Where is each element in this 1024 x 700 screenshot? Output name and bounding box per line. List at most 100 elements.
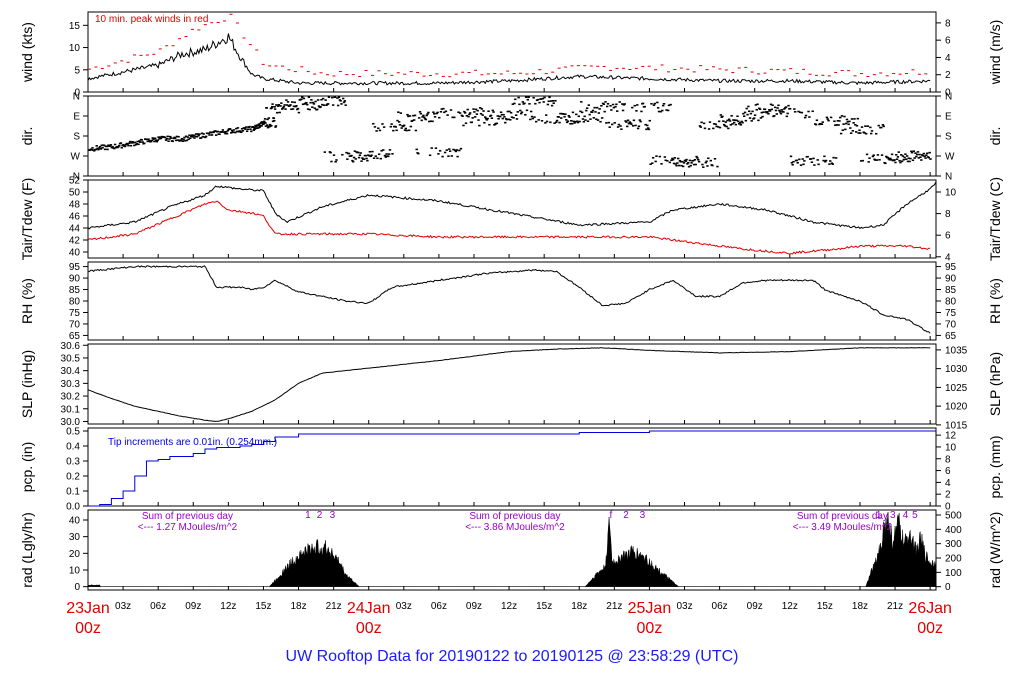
- pcp-ytick-label-right: 2: [945, 490, 951, 501]
- dir-point: [145, 138, 149, 141]
- dir-point: [282, 105, 286, 108]
- dir-point: [450, 155, 453, 157]
- dir-point: [635, 110, 638, 112]
- dir-point: [681, 160, 684, 163]
- dir-point: [486, 117, 489, 120]
- dir-point: [821, 121, 824, 123]
- dir-point: [895, 158, 899, 160]
- dir-point: [171, 140, 174, 143]
- dir-point: [352, 156, 356, 159]
- dir-point: [618, 101, 621, 103]
- xaxis-hour-label: 21z: [606, 601, 622, 612]
- dir-point: [717, 126, 720, 128]
- dir-point: [584, 119, 587, 121]
- dir-point: [402, 125, 405, 128]
- dir-point: [270, 124, 273, 127]
- dir-point: [844, 122, 848, 125]
- dir-point: [824, 160, 827, 163]
- dir-point: [663, 156, 667, 158]
- dir-point: [179, 139, 183, 142]
- dir-point: [351, 159, 354, 162]
- dir-point: [893, 159, 896, 161]
- temp-ytick-label-right: 10: [945, 188, 957, 199]
- dir-point: [767, 112, 770, 115]
- dir-point: [889, 157, 892, 160]
- dir-point: [595, 118, 598, 121]
- dir-point: [339, 100, 342, 102]
- dir-point: [842, 123, 845, 125]
- dir-point: [798, 111, 802, 114]
- dir-point: [169, 137, 173, 139]
- dir-point: [260, 125, 263, 127]
- dir-point: [880, 154, 884, 156]
- dir-ytick-label-left: N: [73, 172, 80, 183]
- dir-point: [655, 155, 658, 157]
- dir-point: [793, 108, 796, 110]
- dir-point: [685, 158, 688, 161]
- pcp-ytick-label-left: 0.1: [66, 487, 80, 498]
- dir-point: [437, 153, 440, 155]
- dir-point: [336, 104, 340, 107]
- dir-point: [661, 104, 665, 107]
- dir-point: [301, 103, 305, 106]
- dir-point: [321, 103, 324, 106]
- dir-point: [825, 116, 829, 119]
- dir-point: [408, 115, 412, 117]
- dir-point: [223, 131, 226, 134]
- dir-point: [736, 115, 739, 118]
- dir-point: [560, 117, 563, 119]
- dir-point: [262, 123, 266, 125]
- dir-point: [668, 161, 672, 164]
- dir-point: [123, 145, 127, 148]
- dir-point: [834, 124, 837, 127]
- dir-point: [774, 109, 778, 112]
- dir-point: [364, 154, 367, 157]
- dir-point: [578, 120, 581, 123]
- dir-point: [212, 131, 215, 134]
- dir-point: [897, 151, 900, 153]
- dir-point: [692, 159, 695, 162]
- dir-point: [666, 109, 670, 112]
- dir-point: [651, 162, 654, 165]
- dir-point: [323, 151, 327, 153]
- rad-ytick-label-right: 500: [945, 511, 962, 522]
- dir-point: [520, 111, 524, 114]
- dir-point: [490, 117, 494, 119]
- dir-point: [327, 96, 331, 98]
- dir-point: [301, 96, 304, 98]
- dir-point: [836, 119, 839, 122]
- dir-point: [637, 125, 641, 128]
- dir-point: [717, 120, 721, 123]
- dir-point: [740, 120, 743, 123]
- dir-point: [407, 115, 410, 118]
- dir-point: [835, 124, 839, 126]
- dir-point: [433, 113, 436, 115]
- figure-title: UW Rooftop Data for 20190122 to 20190125…: [285, 648, 739, 665]
- dir-point: [652, 104, 656, 106]
- dir-point: [357, 151, 360, 154]
- rad-ytick-label-left: 0: [74, 582, 80, 593]
- xaxis-hour-label: 06z: [431, 601, 447, 612]
- dir-point: [482, 110, 485, 112]
- dir-point: [294, 105, 297, 108]
- dir-point: [519, 109, 522, 112]
- dir-point: [645, 128, 648, 131]
- rh-ytick-label-left: 95: [69, 262, 81, 273]
- dir-point: [300, 98, 303, 101]
- dir-point: [687, 165, 691, 168]
- dir-point: [285, 99, 288, 101]
- dir-point: [421, 116, 424, 118]
- dir-point: [580, 111, 584, 114]
- dir-point: [814, 123, 818, 126]
- dir-point: [116, 146, 119, 149]
- dir-point: [530, 115, 534, 118]
- dir-point: [853, 118, 856, 120]
- dir-point: [910, 150, 913, 153]
- dir-point: [687, 161, 690, 164]
- dir-point: [521, 101, 525, 103]
- dir-point: [266, 126, 270, 129]
- dir-point: [331, 104, 335, 106]
- dir-point: [377, 127, 380, 130]
- dir-point: [811, 110, 814, 113]
- dir-point: [250, 130, 253, 133]
